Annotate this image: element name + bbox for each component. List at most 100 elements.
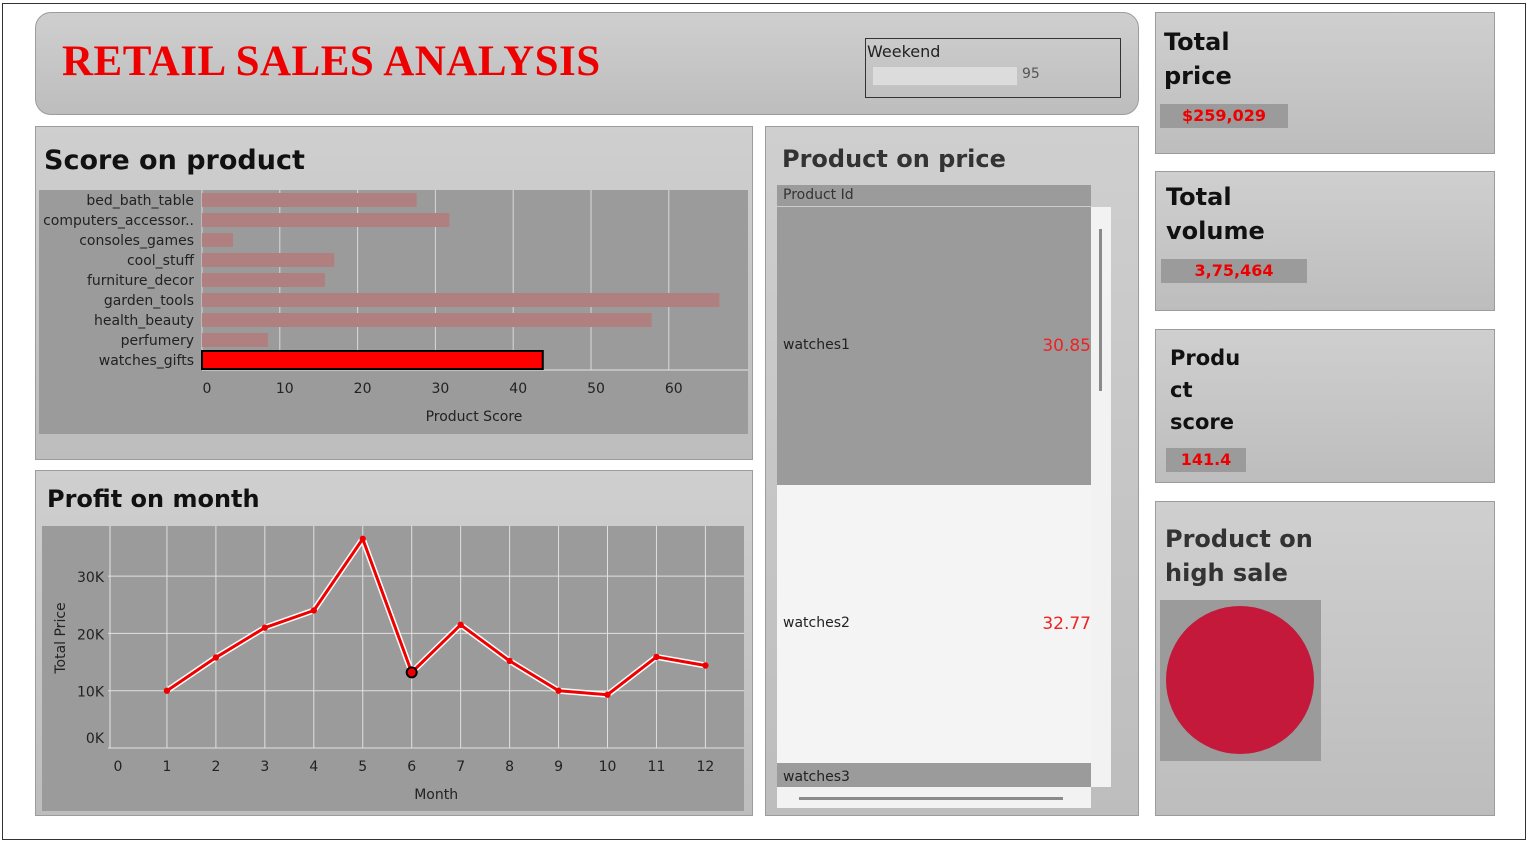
line-point-month-9[interactable] <box>555 687 562 694</box>
line-point-month-5[interactable] <box>359 535 366 543</box>
line-x-tick-label: 7 <box>456 759 465 775</box>
product-score-title: Produ ct score <box>1170 342 1240 438</box>
high-sale-circle-chart <box>1166 606 1314 754</box>
bar-x-tick-label: 10 <box>276 381 294 397</box>
bar-category-label: health_beauty <box>94 313 194 329</box>
score-panel: Score on product 0 10 20 30 40 50 60 bed_bath_t… <box>35 126 753 460</box>
bar-category-label: watches_gifts <box>99 353 194 369</box>
bar-x-axis-title: Product Score <box>426 409 523 425</box>
product-score-value: 141.4 <box>1166 448 1246 472</box>
price-panel-title: Product on price <box>782 145 1006 173</box>
product-id-header-label: Product Id <box>783 187 854 203</box>
vertical-scrollbar[interactable] <box>1091 207 1111 787</box>
row-value: 30.85 <box>1042 336 1091 356</box>
line-x-tick-label: 4 <box>309 759 318 775</box>
bar-x-tick-label: 20 <box>354 381 372 397</box>
bar-perfumery[interactable] <box>202 333 269 347</box>
product-score-kpi: Produ ct score 141.4 <box>1155 329 1495 483</box>
row-label: watches3 <box>783 769 850 785</box>
line-point-month-7[interactable] <box>457 621 464 629</box>
total-price-title-line1: Total <box>1164 28 1230 56</box>
total-price-title: Total price <box>1164 25 1232 93</box>
line-y-tick-label: 20K <box>77 627 105 643</box>
high-sale-panel: Product on high sale <box>1155 501 1495 816</box>
bar-computers_accessor..[interactable] <box>202 213 450 227</box>
profit-line-chart: 0123456789101112130K10K20K30KMonthTotal … <box>53 526 744 803</box>
table-row[interactable]: watches3 <box>777 763 1091 787</box>
bar-category-label: cool_stuff <box>127 253 194 269</box>
bar-health_beauty[interactable] <box>202 313 652 327</box>
dashboard-frame <box>2 3 1526 840</box>
bar-cool_stuff[interactable] <box>202 253 335 267</box>
total-volume-title-line2: volume <box>1166 217 1265 245</box>
line-x-tick-label: 11 <box>648 759 666 775</box>
bar-category-label: consoles_games <box>79 233 194 249</box>
line-series[interactable] <box>166 537 706 697</box>
weekend-filter-label: Weekend <box>867 42 941 61</box>
product-score-title-line2: ct <box>1170 378 1193 402</box>
row-value: 32.77 <box>1042 614 1091 634</box>
high-sale-circle-mark[interactable] <box>1166 606 1314 754</box>
horizontal-scrollbar[interactable] <box>777 787 1091 808</box>
bar-bed_bath_table[interactable] <box>202 193 417 207</box>
line-x-tick-label: 6 <box>407 759 416 775</box>
line-x-tick-label: 10 <box>599 759 617 775</box>
total-price-value: $259,029 <box>1160 104 1288 128</box>
bar-x-tick-label: 50 <box>587 381 605 397</box>
bar-consoles_games[interactable] <box>202 233 234 247</box>
line-x-tick-label: 9 <box>554 759 563 775</box>
line-point-month-3[interactable] <box>261 624 269 631</box>
vertical-scroll-thumb[interactable] <box>1099 229 1102 391</box>
bar-category-label: bed_bath_table <box>86 193 194 209</box>
line-point-month-6[interactable] <box>405 666 418 679</box>
line-series-halo <box>165 535 706 698</box>
line-point-month-8[interactable] <box>506 657 513 665</box>
line-x-tick-label: 0 <box>114 759 123 775</box>
bar-furniture_decor[interactable] <box>202 273 325 287</box>
line-point-month-1[interactable] <box>163 687 171 694</box>
total-volume-title-line1: Total <box>1166 183 1232 211</box>
weekend-filter[interactable]: Weekend 95 <box>865 38 1121 98</box>
bar-category-label: furniture_decor <box>87 273 194 289</box>
score-bar-chart: 0 10 20 30 40 50 60 bed_bath_table computers_acc… <box>43 190 748 425</box>
product-score-title-line3: score <box>1170 410 1234 434</box>
bar-x-tick-label: 60 <box>665 381 683 397</box>
line-x-tick-label: 3 <box>260 759 269 775</box>
bar-category-label: perfumery <box>121 333 194 349</box>
profit-panel-title: Profit on month <box>47 485 260 513</box>
score-panel-title: Score on product <box>44 145 305 176</box>
line-y-tick-label: 30K <box>77 570 105 586</box>
line-x-tick-label: 12 <box>696 759 714 775</box>
table-row[interactable]: watches2 32.77 <box>777 485 1091 763</box>
header-panel: RETAIL SALES ANALYSIS Weekend 95 <box>35 12 1139 115</box>
high-sale-plot-area <box>1160 600 1321 761</box>
product-score-title-line1: Produ <box>1170 346 1241 370</box>
line-x-tick-label: 5 <box>358 759 367 775</box>
line-point-month-11[interactable] <box>653 653 660 661</box>
weekend-filter-slider[interactable] <box>872 66 1018 86</box>
line-point-month-2[interactable] <box>212 654 220 661</box>
row-label: watches2 <box>783 615 850 631</box>
line-point-month-12[interactable] <box>702 662 709 669</box>
score-plot-area: 0 10 20 30 40 50 60 bed_bath_table computers_acc… <box>39 190 748 434</box>
line-y-axis-title: Total Price <box>53 602 69 674</box>
profit-plot-area: 0123456789101112130K10K20K30KMonthTotal … <box>42 526 744 811</box>
line-point-month-10[interactable] <box>604 691 611 698</box>
line-y-tick-label: 10K <box>77 685 105 701</box>
total-volume-value: 3,75,464 <box>1161 259 1307 283</box>
line-point-month-4[interactable] <box>310 607 317 614</box>
bar-watches_gifts[interactable] <box>201 350 544 370</box>
row-label: watches1 <box>783 337 850 353</box>
table-row[interactable]: watches1 30.85 <box>777 207 1091 485</box>
bar-category-label: computers_accessor.. <box>43 213 194 229</box>
total-price-kpi: Total price $259,029 <box>1155 12 1495 154</box>
line-x-tick-label: 1 <box>162 759 171 775</box>
horizontal-scroll-thumb[interactable] <box>799 797 1063 800</box>
price-panel: Product on price Product Id watches1 30.… <box>765 126 1139 816</box>
high-sale-title-line1: Product on <box>1165 525 1313 553</box>
bar-garden_tools[interactable] <box>202 293 720 307</box>
bar-category-label: garden_tools <box>104 293 194 309</box>
line-x-tick-label: 8 <box>505 759 514 775</box>
weekend-filter-value: 95 <box>1022 66 1040 82</box>
high-sale-title-line2: high sale <box>1165 559 1288 587</box>
